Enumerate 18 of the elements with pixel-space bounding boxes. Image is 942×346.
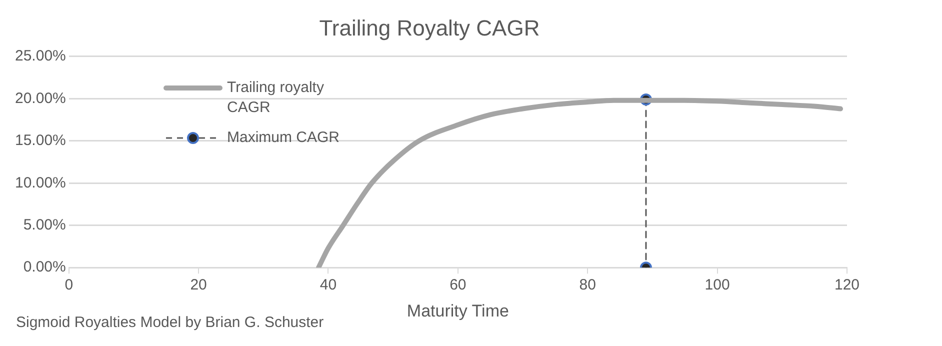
y-tick-label: 0.00% <box>23 258 66 276</box>
x-tick-label: 0 <box>64 276 74 294</box>
chart-title: Trailing Royalty CAGR <box>319 15 540 40</box>
x-axis-title: Maturity Time <box>406 301 509 320</box>
x-tick-label: 20 <box>190 276 207 294</box>
text: Sigmoid Royalties Model by Brian G. Schuster <box>16 314 324 332</box>
y-tick-label: 25.00% <box>15 48 66 65</box>
legend-label: Maximum CAGR <box>227 128 341 148</box>
x-tick-label: 80 <box>579 276 596 294</box>
y-tick-label: 10.00% <box>15 174 66 192</box>
legend-label: Trailing royalty CAGR <box>227 78 325 118</box>
y-tick-label: 15.00% <box>15 132 66 150</box>
y-tick-label: 5.00% <box>23 216 66 234</box>
x-tick-label: 100 <box>704 276 730 294</box>
y-tick-label: 20.00% <box>15 90 66 107</box>
x-tick-label: 60 <box>450 276 466 294</box>
x-tick-label: 120 <box>834 276 860 294</box>
x-tick-label: 40 <box>320 276 337 294</box>
